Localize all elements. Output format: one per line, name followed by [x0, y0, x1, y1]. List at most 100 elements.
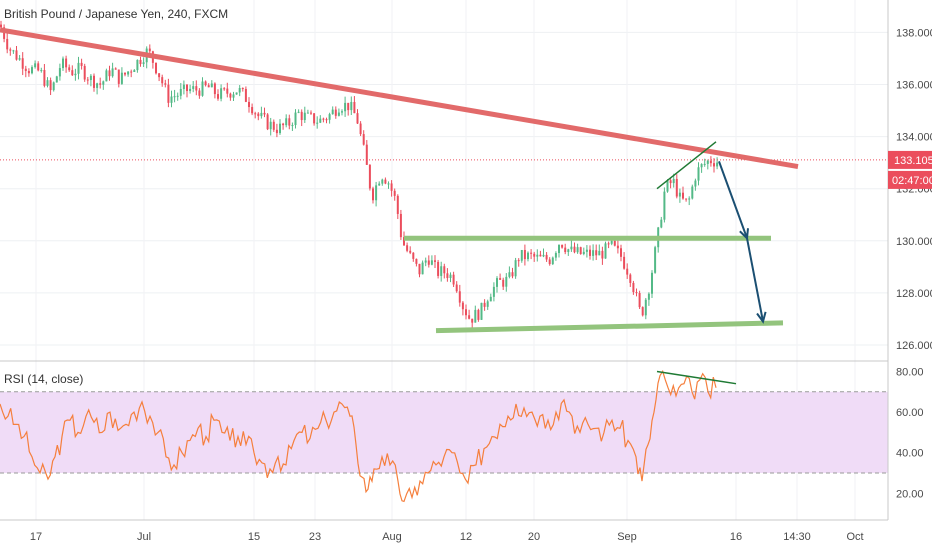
candle-body — [310, 112, 312, 114]
candle-body — [455, 284, 458, 292]
candle-body — [644, 299, 647, 316]
candle-body — [248, 101, 250, 108]
candle-body — [499, 278, 502, 280]
candle-body — [201, 81, 204, 96]
candle-body — [37, 63, 40, 71]
price-tick-label: 138.000 — [896, 27, 932, 39]
candle-body — [545, 254, 548, 260]
candle-body — [520, 249, 523, 261]
candle-body — [207, 85, 210, 88]
candle-body — [672, 178, 675, 184]
rsi-title: RSI (14, close) — [4, 372, 83, 386]
candle-body — [325, 119, 328, 121]
candle-body — [356, 113, 359, 124]
candle-body — [713, 163, 715, 167]
rsi-band-fill — [0, 391, 888, 473]
candle-body — [365, 144, 368, 165]
candle-body — [34, 63, 37, 68]
candle-body — [406, 245, 409, 251]
candle-body — [158, 73, 161, 78]
candle-body — [68, 67, 71, 71]
candle-body — [492, 286, 495, 297]
price-tick-label: 130.000 — [896, 236, 932, 248]
candle-body — [254, 113, 257, 115]
candle-body — [18, 58, 21, 60]
candle-body — [186, 84, 188, 92]
candle-body — [266, 114, 269, 130]
time-tick-label: 17 — [30, 531, 42, 543]
candle-body — [52, 82, 55, 91]
candle-body — [638, 293, 641, 308]
candle-body — [418, 263, 421, 275]
candle-body — [399, 213, 402, 238]
candle-body — [564, 247, 567, 253]
candle-body — [80, 62, 83, 66]
price-candles — [0, 20, 719, 328]
candle-body — [164, 83, 167, 85]
candle-body — [313, 113, 316, 124]
candle-body — [204, 81, 207, 86]
candle-body — [130, 71, 133, 73]
candle-body — [192, 86, 195, 89]
candle-body — [368, 164, 371, 189]
candle-body — [102, 81, 105, 85]
candle-body — [421, 262, 424, 275]
candle-body — [217, 94, 219, 99]
candle-body — [167, 84, 170, 103]
candle-body — [440, 266, 443, 276]
candle-body — [263, 112, 266, 115]
candle-body — [570, 246, 573, 250]
candle-body — [387, 183, 390, 185]
candle-body — [353, 101, 356, 114]
candle-body — [179, 89, 182, 96]
candle-body — [111, 68, 114, 77]
candle-body — [306, 112, 309, 114]
price-axis-strip[interactable] — [888, 0, 932, 550]
arrow-head-end — [756, 311, 767, 324]
candle-body — [604, 243, 607, 259]
rsi-divergence-line[interactable] — [656, 370, 737, 385]
candle-body — [114, 68, 117, 70]
candle-body — [465, 309, 467, 316]
candle-body — [610, 240, 613, 244]
candle-body — [341, 111, 343, 113]
candle-body — [694, 180, 697, 187]
peak-trendline[interactable] — [656, 141, 717, 190]
candle-body — [173, 96, 176, 98]
candle-body — [474, 309, 477, 323]
candle-body — [269, 121, 272, 130]
candle-body — [443, 266, 446, 274]
candle-body — [238, 88, 241, 93]
rsi-line — [0, 369, 737, 503]
candle-body — [334, 109, 337, 116]
candle-body — [347, 102, 350, 111]
candle-body — [527, 252, 529, 260]
resistance-trendline[interactable] — [0, 27, 799, 170]
price-tick-label: 128.000 — [896, 288, 932, 300]
candle-body — [322, 118, 325, 120]
candle-body — [319, 118, 322, 123]
candle-body — [579, 247, 582, 254]
candle-body — [632, 282, 635, 293]
candle-body — [83, 65, 86, 80]
candle-body — [716, 162, 719, 167]
candle-body — [598, 250, 601, 256]
candle-body — [229, 93, 232, 98]
lower-support-level[interactable] — [435, 320, 784, 334]
candle-body — [161, 77, 164, 84]
candle-body — [15, 50, 18, 60]
candle-body — [542, 254, 545, 257]
candle-body — [424, 260, 427, 263]
candle-body — [24, 68, 27, 71]
candle-body — [297, 111, 300, 113]
candle-body — [409, 250, 412, 253]
candle-body — [517, 260, 520, 262]
candle-body — [709, 160, 712, 164]
candle-body — [344, 102, 347, 112]
candle-body — [480, 302, 483, 320]
time-tick-label: Oct — [846, 531, 863, 543]
candle-body — [691, 186, 694, 199]
projection-arrow[interactable] — [718, 161, 764, 322]
candle-body — [244, 88, 247, 102]
